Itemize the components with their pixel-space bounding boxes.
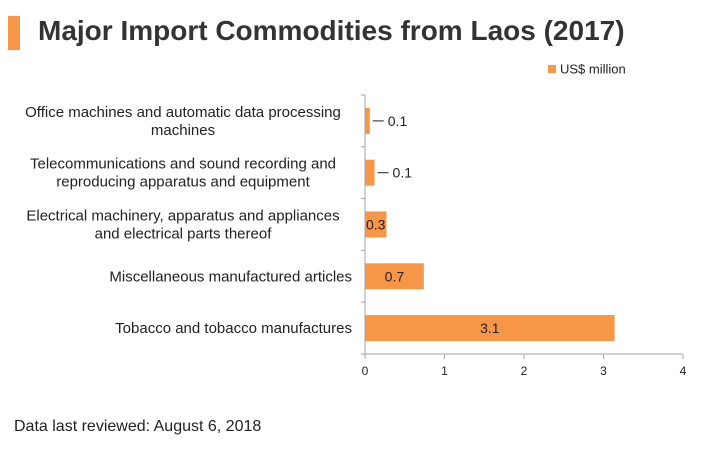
category-label: Telecommunications and sound recording a… — [30, 156, 336, 191]
category-label: Office machines and automatic data proce… — [25, 104, 341, 139]
category-label: Electrical machinery, apparatus and appl… — [26, 208, 339, 243]
bar — [365, 159, 375, 186]
data-label: 3.1 — [480, 320, 500, 336]
x-tick-labels: 0 1 2 3 4 — [362, 364, 687, 378]
x-tick-label: 4 — [680, 364, 687, 378]
data-label: 0.1 — [393, 165, 413, 181]
x-tick-label: 2 — [521, 364, 528, 378]
category-labels: Office machines and automatic data proce… — [25, 104, 352, 337]
legend-label: US$ million — [560, 62, 626, 77]
title-accent-bar — [8, 16, 20, 50]
x-tick-label: 3 — [600, 364, 607, 378]
x-tick-label: 0 — [362, 364, 369, 378]
bar — [365, 107, 370, 134]
category-label: Miscellaneous manufactured articles — [109, 268, 352, 285]
bars — [365, 107, 615, 342]
chart-title: Major Import Commodities from Laos (2017… — [38, 15, 625, 46]
data-labels: 0.1 0.1 0.3 0.7 3.1 — [366, 113, 500, 336]
bar — [365, 211, 387, 238]
data-label: 0.1 — [388, 113, 408, 129]
axes — [361, 94, 684, 359]
legend-swatch — [548, 65, 556, 73]
bar — [365, 315, 615, 342]
category-label: Tobacco and tobacco manufactures — [115, 320, 352, 337]
data-label: 0.3 — [366, 217, 386, 233]
data-label: 0.7 — [385, 268, 405, 284]
footnote: Data last reviewed: August 6, 2018 — [14, 418, 262, 435]
x-tick-label: 1 — [441, 364, 448, 378]
legend: US$ million — [548, 62, 626, 77]
bar — [365, 263, 424, 290]
